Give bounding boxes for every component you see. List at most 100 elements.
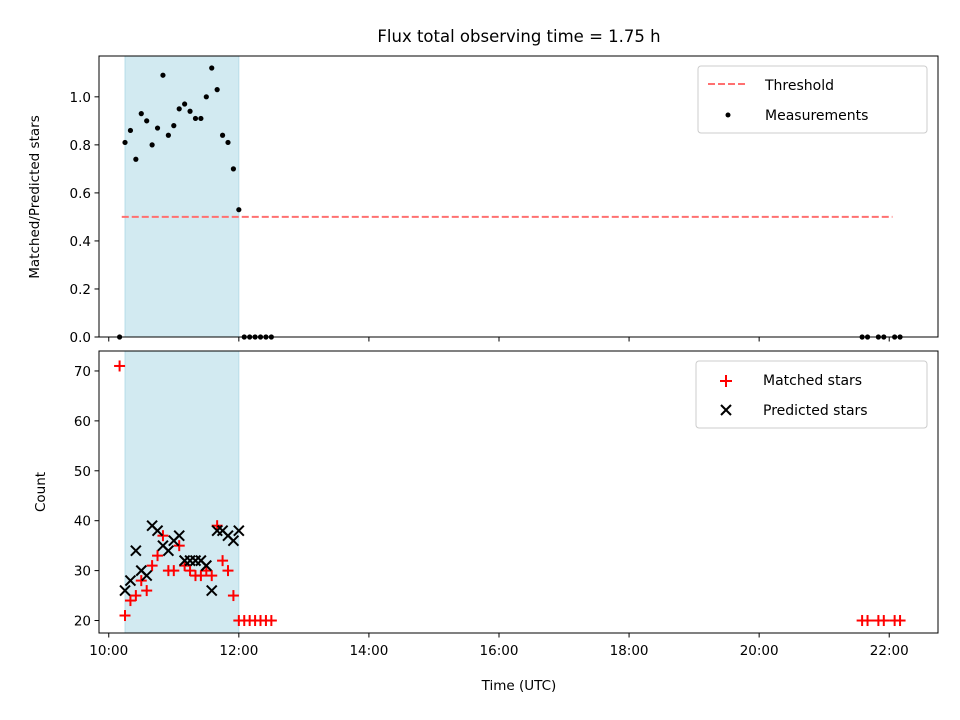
count-legend: Matched stars Predicted stars bbox=[695, 360, 928, 429]
predicted-star-stroke-b bbox=[195, 554, 207, 567]
matched-star-point bbox=[135, 575, 147, 587]
measurement-point bbox=[219, 132, 226, 138]
legend-predicted-swatch bbox=[720, 404, 732, 416]
count-x-tick-label: 10:00 bbox=[89, 643, 128, 659]
predicted-star-point bbox=[227, 534, 240, 547]
measurement-point bbox=[160, 72, 166, 78]
measurement-point bbox=[144, 118, 150, 124]
count-x-tick-label: 16:00 bbox=[480, 643, 519, 659]
predicted-star-stroke-b bbox=[200, 559, 213, 572]
legend-matched-swatch bbox=[720, 375, 732, 387]
measurement-point bbox=[133, 156, 139, 162]
predicted-star-stroke-b bbox=[146, 519, 158, 532]
ratio-y-tick-label: 0.8 bbox=[70, 138, 91, 154]
matched-star-point bbox=[157, 530, 169, 542]
predicted-star-stroke-b bbox=[140, 569, 153, 582]
measurement-point bbox=[122, 139, 128, 146]
measurement-point bbox=[225, 139, 231, 146]
measurement-point bbox=[192, 115, 199, 122]
measurement-point bbox=[209, 65, 215, 71]
ratio-y-axis-label: Matched/Predicted stars bbox=[27, 115, 43, 278]
legend-threshold-label: Threshold bbox=[764, 78, 834, 94]
predicted-star-stroke-b bbox=[135, 564, 147, 577]
count-panel: 20 30 40 50 60 70 10:00 12:00 14:00 16:00 18:00 20:… bbox=[33, 350, 939, 694]
matched-star-point bbox=[173, 540, 185, 552]
legend-predicted-label: Predicted stars bbox=[763, 403, 868, 419]
count-legend-box bbox=[695, 360, 928, 429]
chart-title: Flux total observing time = 1.75 h bbox=[377, 27, 660, 46]
predicted-star-stroke-b bbox=[157, 539, 169, 552]
measurement-point bbox=[138, 111, 144, 117]
matched-star-point bbox=[141, 585, 153, 597]
measurement-point bbox=[230, 166, 237, 172]
ratio-legend-box bbox=[697, 65, 928, 134]
count-x-tick-label: 12:00 bbox=[219, 643, 258, 659]
predicted-star-point bbox=[173, 529, 185, 542]
measurement-point bbox=[182, 101, 188, 107]
matched-star-point bbox=[878, 615, 890, 627]
measurement-point bbox=[127, 127, 134, 134]
matched-star-point bbox=[119, 610, 131, 622]
predicted-star-point bbox=[233, 524, 245, 537]
ratio-y-tick-label: 0.2 bbox=[70, 282, 91, 298]
matched-star-point bbox=[114, 360, 126, 372]
measurement-point bbox=[176, 106, 182, 112]
matched-star-point bbox=[227, 590, 239, 602]
predicted-star-point bbox=[140, 569, 153, 582]
predicted-star-stroke-b bbox=[222, 529, 234, 542]
legend-matched-label: Matched stars bbox=[763, 373, 862, 389]
count-y-tick-label: 70 bbox=[74, 364, 91, 380]
legend-measurements-label: Measurements bbox=[765, 108, 868, 124]
count-y-tick-label: 40 bbox=[74, 514, 91, 530]
predicted-star-point bbox=[162, 544, 175, 557]
count-x-tick-label: 20:00 bbox=[740, 643, 779, 659]
matched-star-point bbox=[862, 615, 874, 627]
matched-star-point bbox=[222, 565, 234, 577]
count-y-tick-label: 30 bbox=[74, 564, 91, 580]
matched-star-point bbox=[168, 565, 180, 577]
measurement-point bbox=[198, 115, 204, 122]
matched-star-point bbox=[195, 570, 207, 582]
ratio-panel: 0.0 0.2 0.4 0.6 0.8 1.0 Matched/Predicted sta… bbox=[27, 55, 939, 346]
predicted-star-point bbox=[124, 574, 137, 587]
count-plot-frame bbox=[98, 350, 939, 634]
measurement-point bbox=[236, 207, 242, 213]
ratio-highlight-span bbox=[124, 55, 240, 338]
count-x-tick-label: 14:00 bbox=[349, 643, 388, 659]
predicted-star-stroke-b bbox=[227, 534, 240, 547]
count-x-axis-label: Time (UTC) bbox=[481, 678, 557, 694]
predicted-star-point bbox=[206, 584, 218, 597]
count-y-tick-label: 50 bbox=[74, 464, 91, 480]
measurement-point bbox=[154, 125, 161, 131]
predicted-star-stroke-b bbox=[173, 529, 185, 542]
ratio-legend: Threshold Measurements bbox=[697, 65, 928, 134]
measurement-point bbox=[203, 94, 209, 100]
predicted-star-stroke-b bbox=[124, 574, 137, 587]
measurement-point bbox=[214, 87, 220, 93]
predicted-star-point bbox=[151, 524, 164, 537]
matched-star-point bbox=[206, 570, 218, 582]
count-x-tick-label: 18:00 bbox=[610, 643, 649, 659]
ratio-y-tick-label: 0.0 bbox=[70, 330, 91, 346]
count-x-tick-label: 22:00 bbox=[870, 643, 909, 659]
matched-star-point bbox=[265, 615, 277, 627]
predicted-star-stroke-b bbox=[119, 584, 131, 597]
matched-star-point bbox=[217, 555, 229, 567]
predicted-star-stroke-b bbox=[130, 544, 142, 557]
measurement-point bbox=[149, 142, 155, 148]
predicted-star-point bbox=[200, 559, 213, 572]
measurement-point bbox=[171, 123, 177, 129]
matched-star-point bbox=[130, 590, 142, 602]
ratio-y-tick-label: 1.0 bbox=[70, 90, 91, 106]
predicted-star-point bbox=[119, 584, 131, 597]
count-y-axis-label: Count bbox=[33, 472, 49, 512]
matched-star-point bbox=[184, 565, 196, 577]
matched-star-point bbox=[152, 550, 164, 562]
measurement-point bbox=[187, 108, 193, 114]
legend-measurements-swatch bbox=[725, 112, 731, 118]
count-y-tick-label: 20 bbox=[74, 614, 91, 630]
predicted-star-stroke-b bbox=[162, 544, 175, 557]
predicted-star-stroke-b bbox=[206, 584, 218, 597]
predicted-star-point bbox=[130, 544, 142, 557]
